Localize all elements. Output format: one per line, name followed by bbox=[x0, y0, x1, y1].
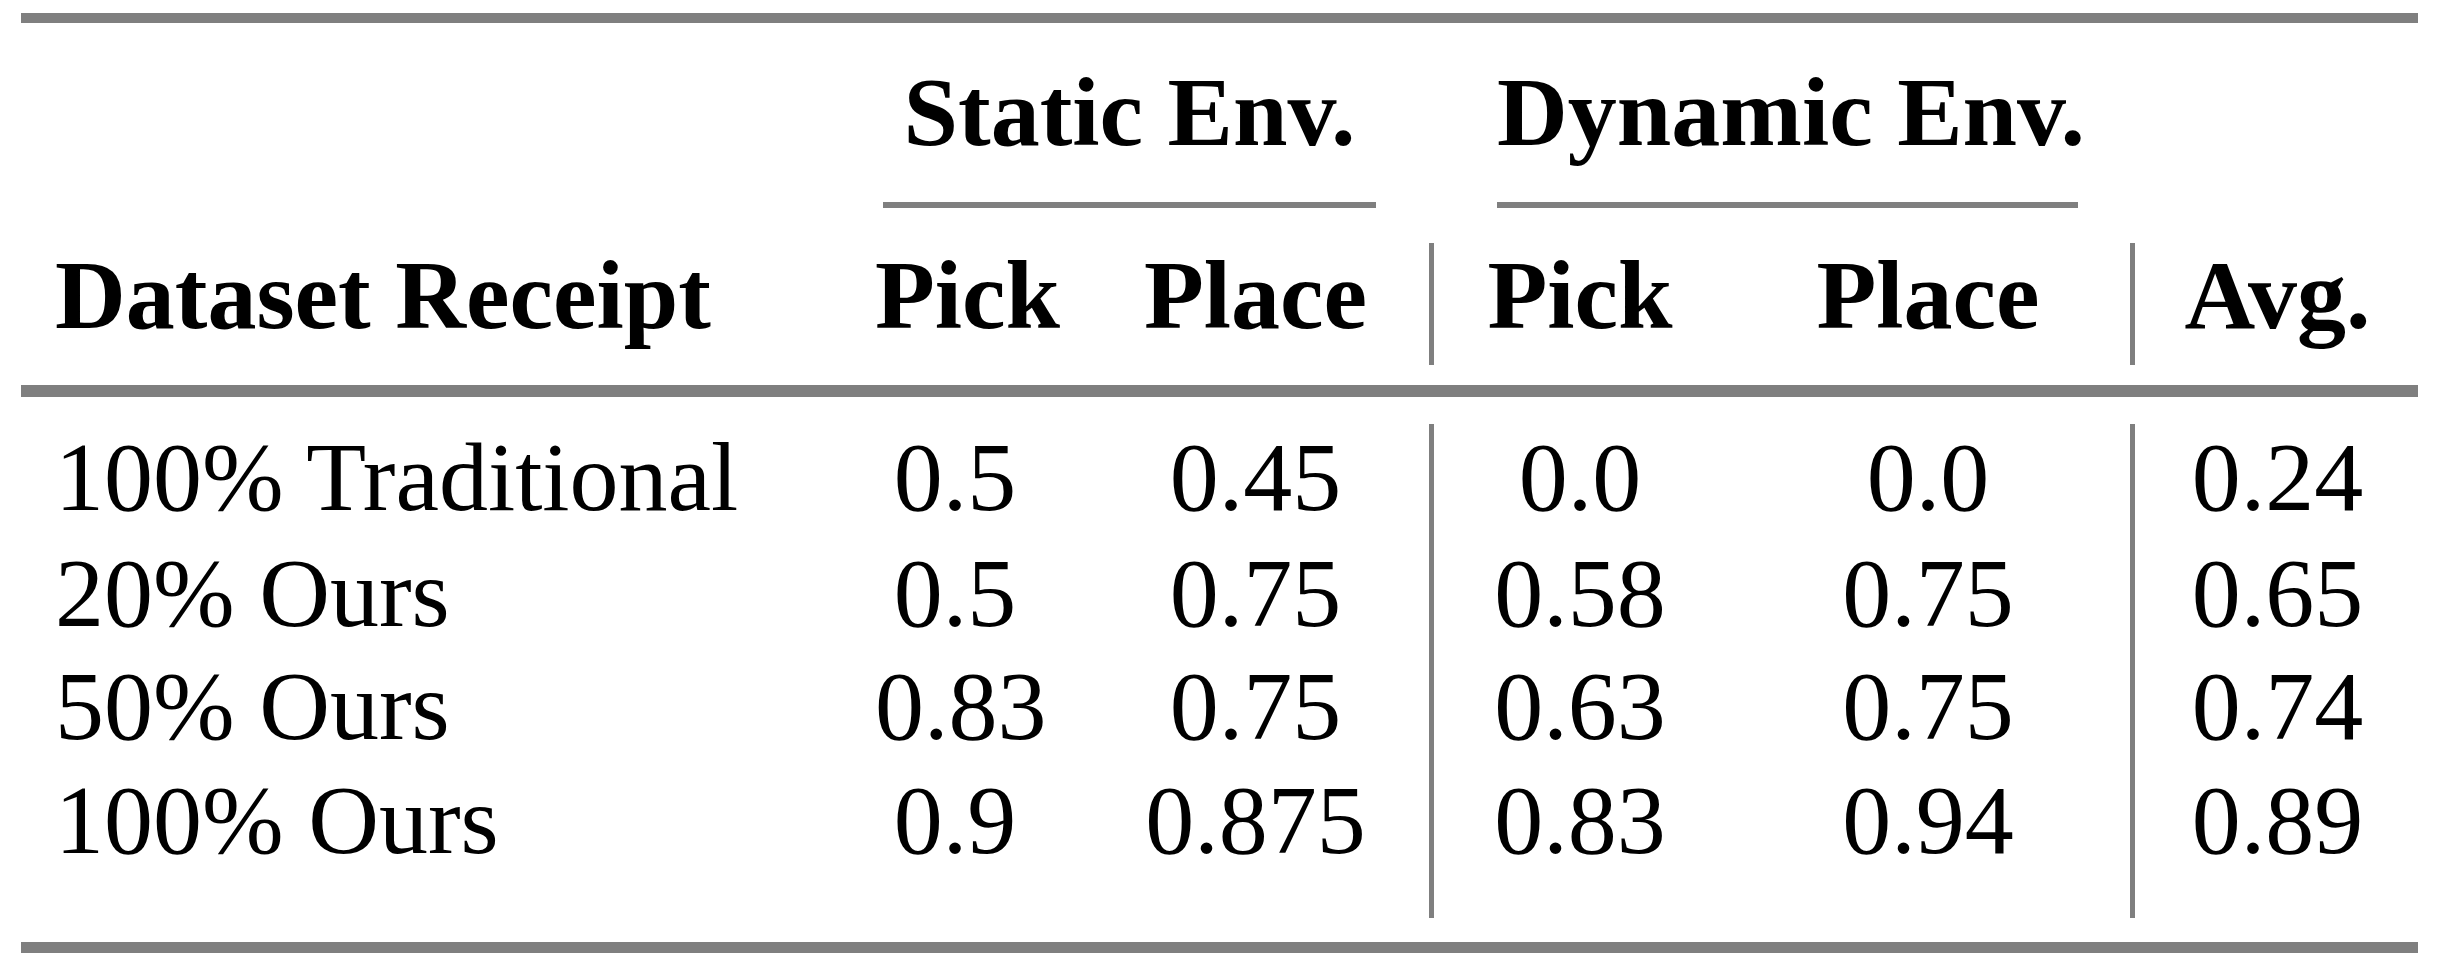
cell-dynamic-place: 0.75 bbox=[1724, 649, 2132, 763]
header-static-pick: Pick bbox=[875, 238, 1035, 352]
cell-static-place: 0.75 bbox=[1080, 649, 1431, 763]
cell-static-pick: 0.83 bbox=[875, 649, 1035, 763]
bottom-rule bbox=[21, 942, 2418, 953]
header-separator-rule bbox=[21, 385, 2418, 397]
cell-static-place: 0.45 bbox=[1080, 420, 1431, 534]
dynamic-env-cmidrule bbox=[1497, 202, 2078, 208]
cell-avg: 0.74 bbox=[2137, 649, 2418, 763]
static-env-cmidrule bbox=[883, 202, 1376, 208]
row-label: 20% Ours bbox=[55, 536, 450, 650]
cell-static-pick: 0.5 bbox=[875, 536, 1035, 650]
top-rule bbox=[21, 13, 2418, 23]
cell-static-pick: 0.5 bbox=[875, 420, 1035, 534]
cell-avg: 0.24 bbox=[2137, 420, 2418, 534]
paper-results-table: Static Env. Dynamic Env. Dataset Receipt… bbox=[0, 0, 2440, 966]
cell-avg: 0.65 bbox=[2137, 536, 2418, 650]
header-avg: Avg. bbox=[2137, 238, 2418, 352]
cell-dynamic-place: 0.94 bbox=[1724, 763, 2132, 877]
cell-static-pick: 0.9 bbox=[875, 763, 1035, 877]
cell-dynamic-pick: 0.58 bbox=[1436, 536, 1724, 650]
row-label: 100% Traditional bbox=[55, 420, 738, 534]
cell-dynamic-pick: 0.83 bbox=[1436, 763, 1724, 877]
row-label: 100% Ours bbox=[55, 763, 499, 877]
cell-dynamic-pick: 0.63 bbox=[1436, 649, 1724, 763]
cell-dynamic-place: 0.75 bbox=[1724, 536, 2132, 650]
cell-avg: 0.89 bbox=[2137, 763, 2418, 877]
cell-dynamic-pick: 0.0 bbox=[1436, 420, 1724, 534]
header-static-place: Place bbox=[1080, 238, 1431, 352]
column-group-static-env: Static Env. bbox=[883, 55, 1376, 169]
cell-static-place: 0.875 bbox=[1080, 763, 1431, 877]
cell-dynamic-place: 0.0 bbox=[1724, 420, 2132, 534]
cell-static-place: 0.75 bbox=[1080, 536, 1431, 650]
row-label: 50% Ours bbox=[55, 649, 450, 763]
column-group-dynamic-env: Dynamic Env. bbox=[1497, 55, 2078, 169]
header-dynamic-pick: Pick bbox=[1436, 238, 1724, 352]
header-dynamic-place: Place bbox=[1724, 238, 2132, 352]
header-dataset-receipt: Dataset Receipt bbox=[55, 238, 711, 352]
